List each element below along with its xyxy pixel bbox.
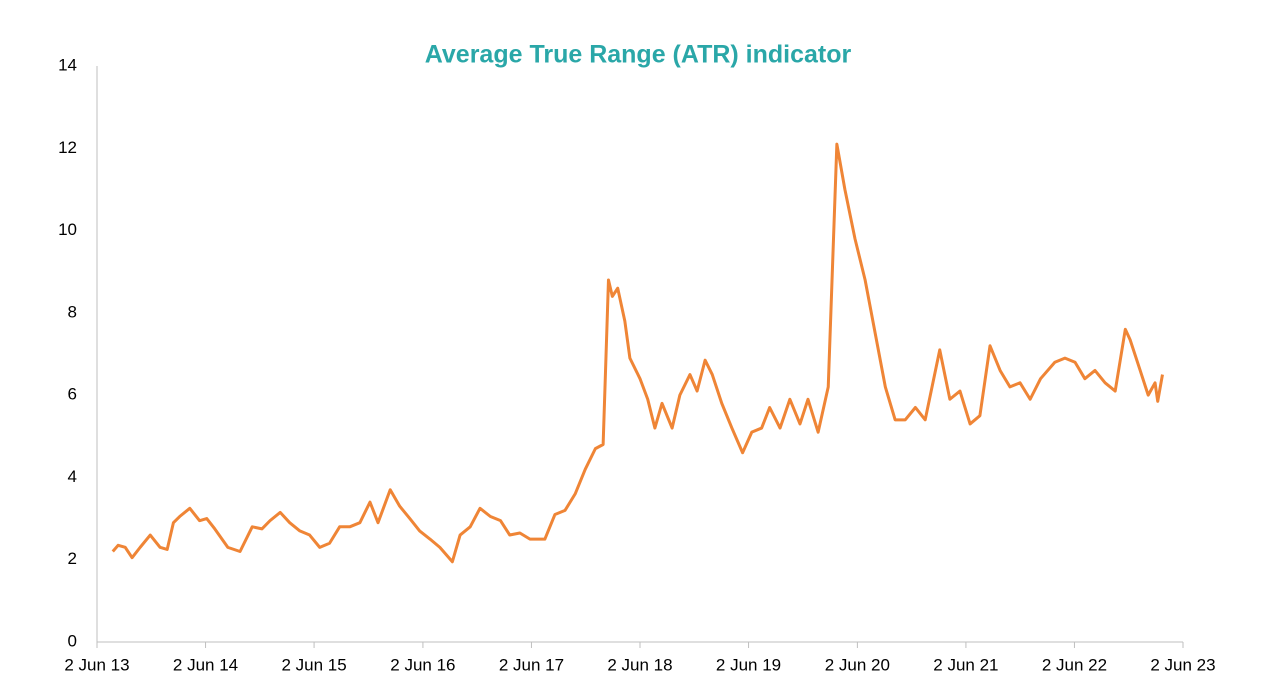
x-tick-label: 2 Jun 18 [607, 655, 672, 674]
x-tick-label: 2 Jun 22 [1042, 655, 1107, 674]
atr-line [111, 142, 1164, 564]
x-tick-label: 2 Jun 16 [390, 655, 455, 674]
y-tick-label: 10 [58, 220, 77, 239]
x-tick-label: 2 Jun 14 [173, 655, 238, 674]
x-tick-label: 2 Jun 23 [1150, 655, 1215, 674]
y-tick-label: 6 [68, 385, 77, 404]
x-tick-label: 2 Jun 17 [499, 655, 564, 674]
y-tick-label: 14 [58, 55, 77, 74]
x-tick-label: 2 Jun 13 [64, 655, 129, 674]
y-tick-label: 12 [58, 138, 77, 157]
y-tick-label: 0 [68, 631, 77, 650]
x-tick-label: 2 Jun 20 [825, 655, 890, 674]
x-tick-label: 2 Jun 15 [281, 655, 346, 674]
y-tick-label: 2 [68, 549, 77, 568]
x-tick-label: 2 Jun 21 [933, 655, 998, 674]
y-tick-label: 8 [68, 302, 77, 321]
y-tick-label: 4 [68, 467, 77, 486]
chart-title: Average True Range (ATR) indicator [425, 41, 852, 69]
x-tick-label: 2 Jun 19 [716, 655, 781, 674]
